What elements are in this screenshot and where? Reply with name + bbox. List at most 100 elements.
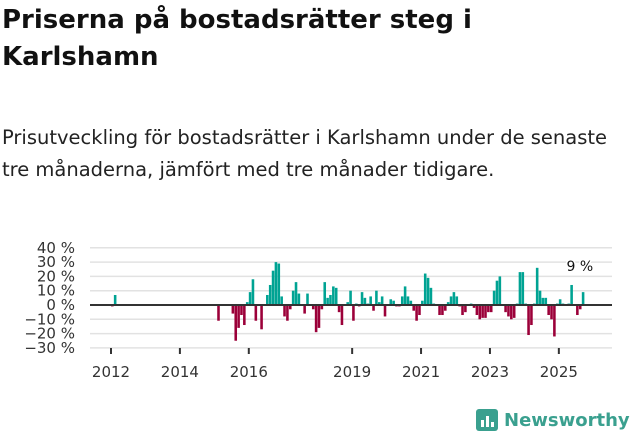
bar [234,305,238,341]
bar [455,296,459,305]
bar [323,282,327,305]
bar [245,302,249,305]
bar [426,277,430,305]
bar [392,300,395,305]
bar [277,263,281,305]
bar [510,305,513,320]
x-tick-label: 2025 [540,363,578,381]
x-tick-label: 2012 [92,363,130,381]
bar [297,293,301,305]
bar [303,305,306,314]
last-value-label: 9 % [566,259,593,275]
bar [237,305,240,328]
bar [449,296,453,305]
bar [446,302,450,305]
bar [452,292,456,305]
bar [487,305,490,313]
bar [547,305,550,316]
bar [421,300,424,305]
bar [320,305,324,310]
x-tick-label: 2023 [471,363,509,381]
bar [484,305,487,318]
chart-title: Priserna på bostadsrätter steg i Karlsha… [2,5,472,72]
bar [570,284,573,305]
bar [329,294,332,305]
bar [274,262,278,305]
bar [306,293,309,305]
bar [581,292,585,305]
bar [472,305,476,308]
newsworthy-logo: Newsworthy [476,409,630,431]
bar [283,305,286,317]
logo-chart-icon [476,409,498,431]
bar [429,287,433,305]
bar [444,305,447,311]
bar [478,305,482,320]
bar [314,305,318,333]
bar [418,305,421,316]
bar [369,296,372,305]
bar [535,267,539,305]
y-tick-label: −30 % [24,339,75,357]
bar [403,286,407,305]
y-tick-label: −10 % [24,310,75,328]
bar [372,305,375,311]
x-tick-label: 2019 [333,363,371,381]
bar [538,290,542,305]
bar [380,296,384,305]
bar [530,305,533,326]
bar [291,290,295,305]
bar [498,276,502,305]
x-tick-label: 2021 [402,363,440,381]
bar [504,305,507,313]
brand-name: Newsworthy [504,409,630,431]
bar [578,305,582,310]
y-tick-label: 10 % [37,282,75,300]
chart-subtitle: Prisutveckling för bostadsrätter i Karls… [2,126,608,181]
bar [389,299,393,305]
bar [518,272,522,305]
bar [248,292,252,305]
bar [334,287,338,305]
bar [346,302,349,305]
bar [377,302,381,305]
bar [375,290,378,305]
bar [512,305,516,318]
bar [251,279,255,305]
bar [288,305,292,310]
bar [507,305,510,317]
bar [240,305,243,316]
bar [461,305,464,316]
bar [254,305,258,321]
bar [363,297,367,305]
bar [266,294,269,305]
bar [360,292,364,305]
x-tick-label: 2014 [161,363,199,381]
bar [489,305,493,313]
bar [464,305,467,313]
bar [113,294,117,305]
bar [311,305,315,310]
bar [286,305,289,321]
bar [294,282,298,305]
bar [400,296,404,305]
bar [280,296,283,305]
bar [349,290,352,305]
bar [415,305,418,321]
bar [383,305,387,317]
bar [406,296,410,305]
bar [558,299,562,305]
bar [550,305,553,320]
x-tick-label: 2016 [230,363,268,381]
bar [268,284,272,305]
bar [337,305,341,313]
bar [576,305,579,316]
bar [317,305,321,328]
y-tick-label: 20 % [37,267,75,285]
bar [217,305,220,321]
bar [492,290,496,305]
y-tick-label: 30 % [37,253,75,271]
bar [541,297,545,305]
bar [332,286,335,305]
bar [553,305,556,337]
